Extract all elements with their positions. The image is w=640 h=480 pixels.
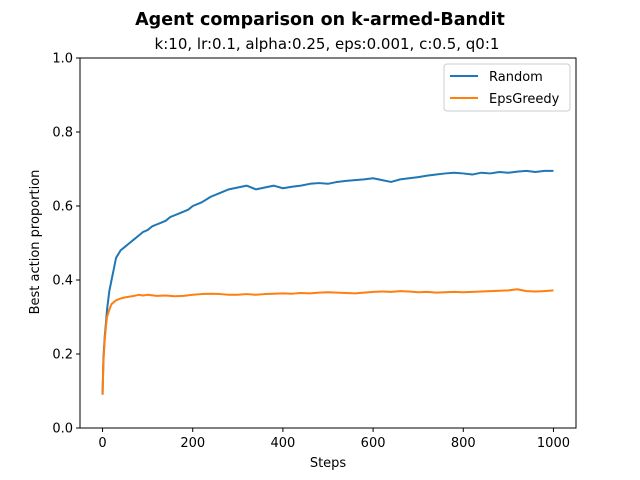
x-tick-label: 1000 [537,436,570,451]
y-axis-label: Best action proportion [28,170,43,315]
x-tick-label: 0 [98,436,106,451]
y-tick-label: 1.0 [52,52,73,67]
legend-label-random: Random [489,70,543,85]
series-lines [101,169,554,395]
legend-label-epsgreedy: EpsGreedy [489,92,560,107]
series-line-random [101,169,554,395]
legend: Random EpsGreedy [443,63,571,112]
series-line-epsgreedy [101,288,554,395]
x-tick-label: 800 [451,436,476,451]
x-axis-ticks: 0 200 400 600 800 1000 [98,428,570,451]
y-tick-label: 0.4 [52,274,73,289]
x-tick-label: 600 [361,436,386,451]
y-tick-label: 0.0 [52,422,73,437]
x-tick-label: 400 [270,436,295,451]
x-axis-label: Steps [310,456,347,471]
y-tick-label: 0.8 [52,126,73,141]
plot-frame [79,57,577,429]
y-tick-label: 0.6 [52,200,73,215]
chart-subtitle: k:10, lr:0.1, alpha:0.25, eps:0.001, c:0… [155,35,500,53]
chart-title: Agent comparison on k-armed-Bandit [135,10,505,30]
x-tick-label: 200 [180,436,205,451]
y-tick-label: 0.2 [52,348,73,363]
y-axis-ticks: 0.0 0.2 0.4 0.6 0.8 1.0 [52,52,80,437]
